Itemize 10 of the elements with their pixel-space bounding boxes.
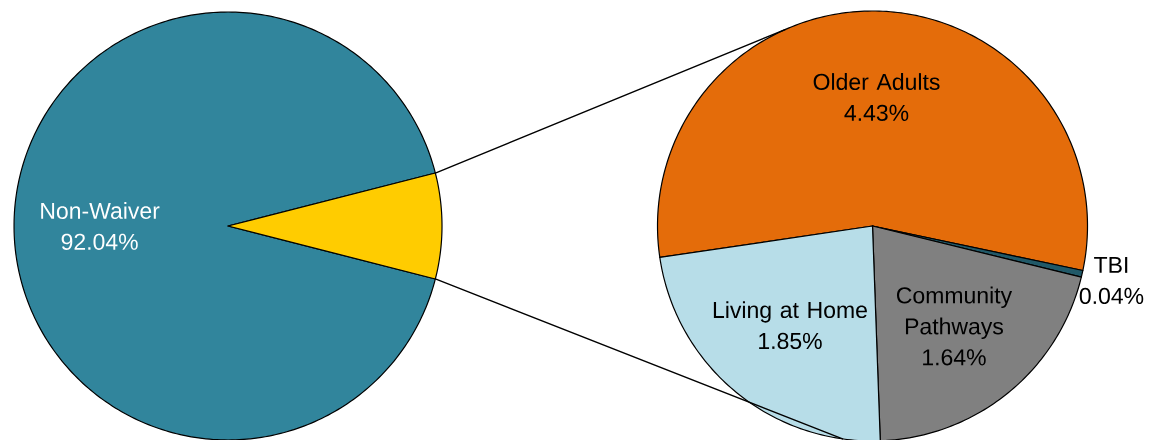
slice-label: TBI [1094, 257, 1128, 273]
slice-label: Living at Home [713, 301, 867, 323]
slice-label: Non-Waiver [41, 202, 160, 219]
slice-label: Community Pathways [896, 286, 1013, 340]
data-label: 92.04% [61, 233, 138, 250]
data-label: 0.04% [1079, 287, 1144, 305]
data-label: 1.64% [923, 349, 986, 366]
data-label: 1.85% [759, 332, 822, 350]
data-label: 4.43% [844, 104, 909, 121]
slice-label: Older Adults [813, 73, 940, 90]
